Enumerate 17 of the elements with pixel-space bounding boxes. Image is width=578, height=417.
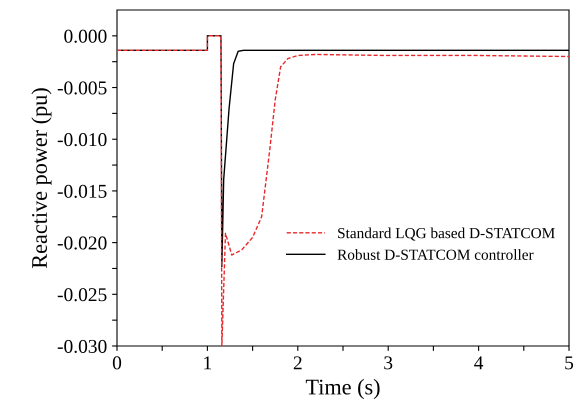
y-tick-label: 0.000 — [64, 30, 107, 43]
legend-label: Standard LQG based D-STATCOM — [338, 228, 555, 241]
y-tick-label: -0.015 — [58, 184, 107, 198]
y-tick-label: -0.020 — [58, 236, 107, 250]
y-tick-label: -0.010 — [58, 133, 107, 146]
x-axis-title: Time (s) — [306, 378, 380, 400]
x-tick-label: 0 — [112, 356, 122, 370]
x-tick-label: 3 — [384, 356, 392, 370]
y-tick-label: -0.030 — [58, 340, 107, 354]
y-tick-label: -0.025 — [58, 288, 107, 302]
x-tick-label: 5 — [565, 356, 574, 370]
x-tick-label: 1 — [204, 356, 212, 370]
x-tick-label: 2 — [294, 356, 302, 370]
legend-label: Robust D-STATCOM controller — [338, 249, 534, 260]
x-tick-label: 4 — [474, 356, 484, 370]
y-axis-title: Reactive power (pu) — [31, 88, 52, 268]
y-tick-label: -0.005 — [58, 81, 107, 95]
